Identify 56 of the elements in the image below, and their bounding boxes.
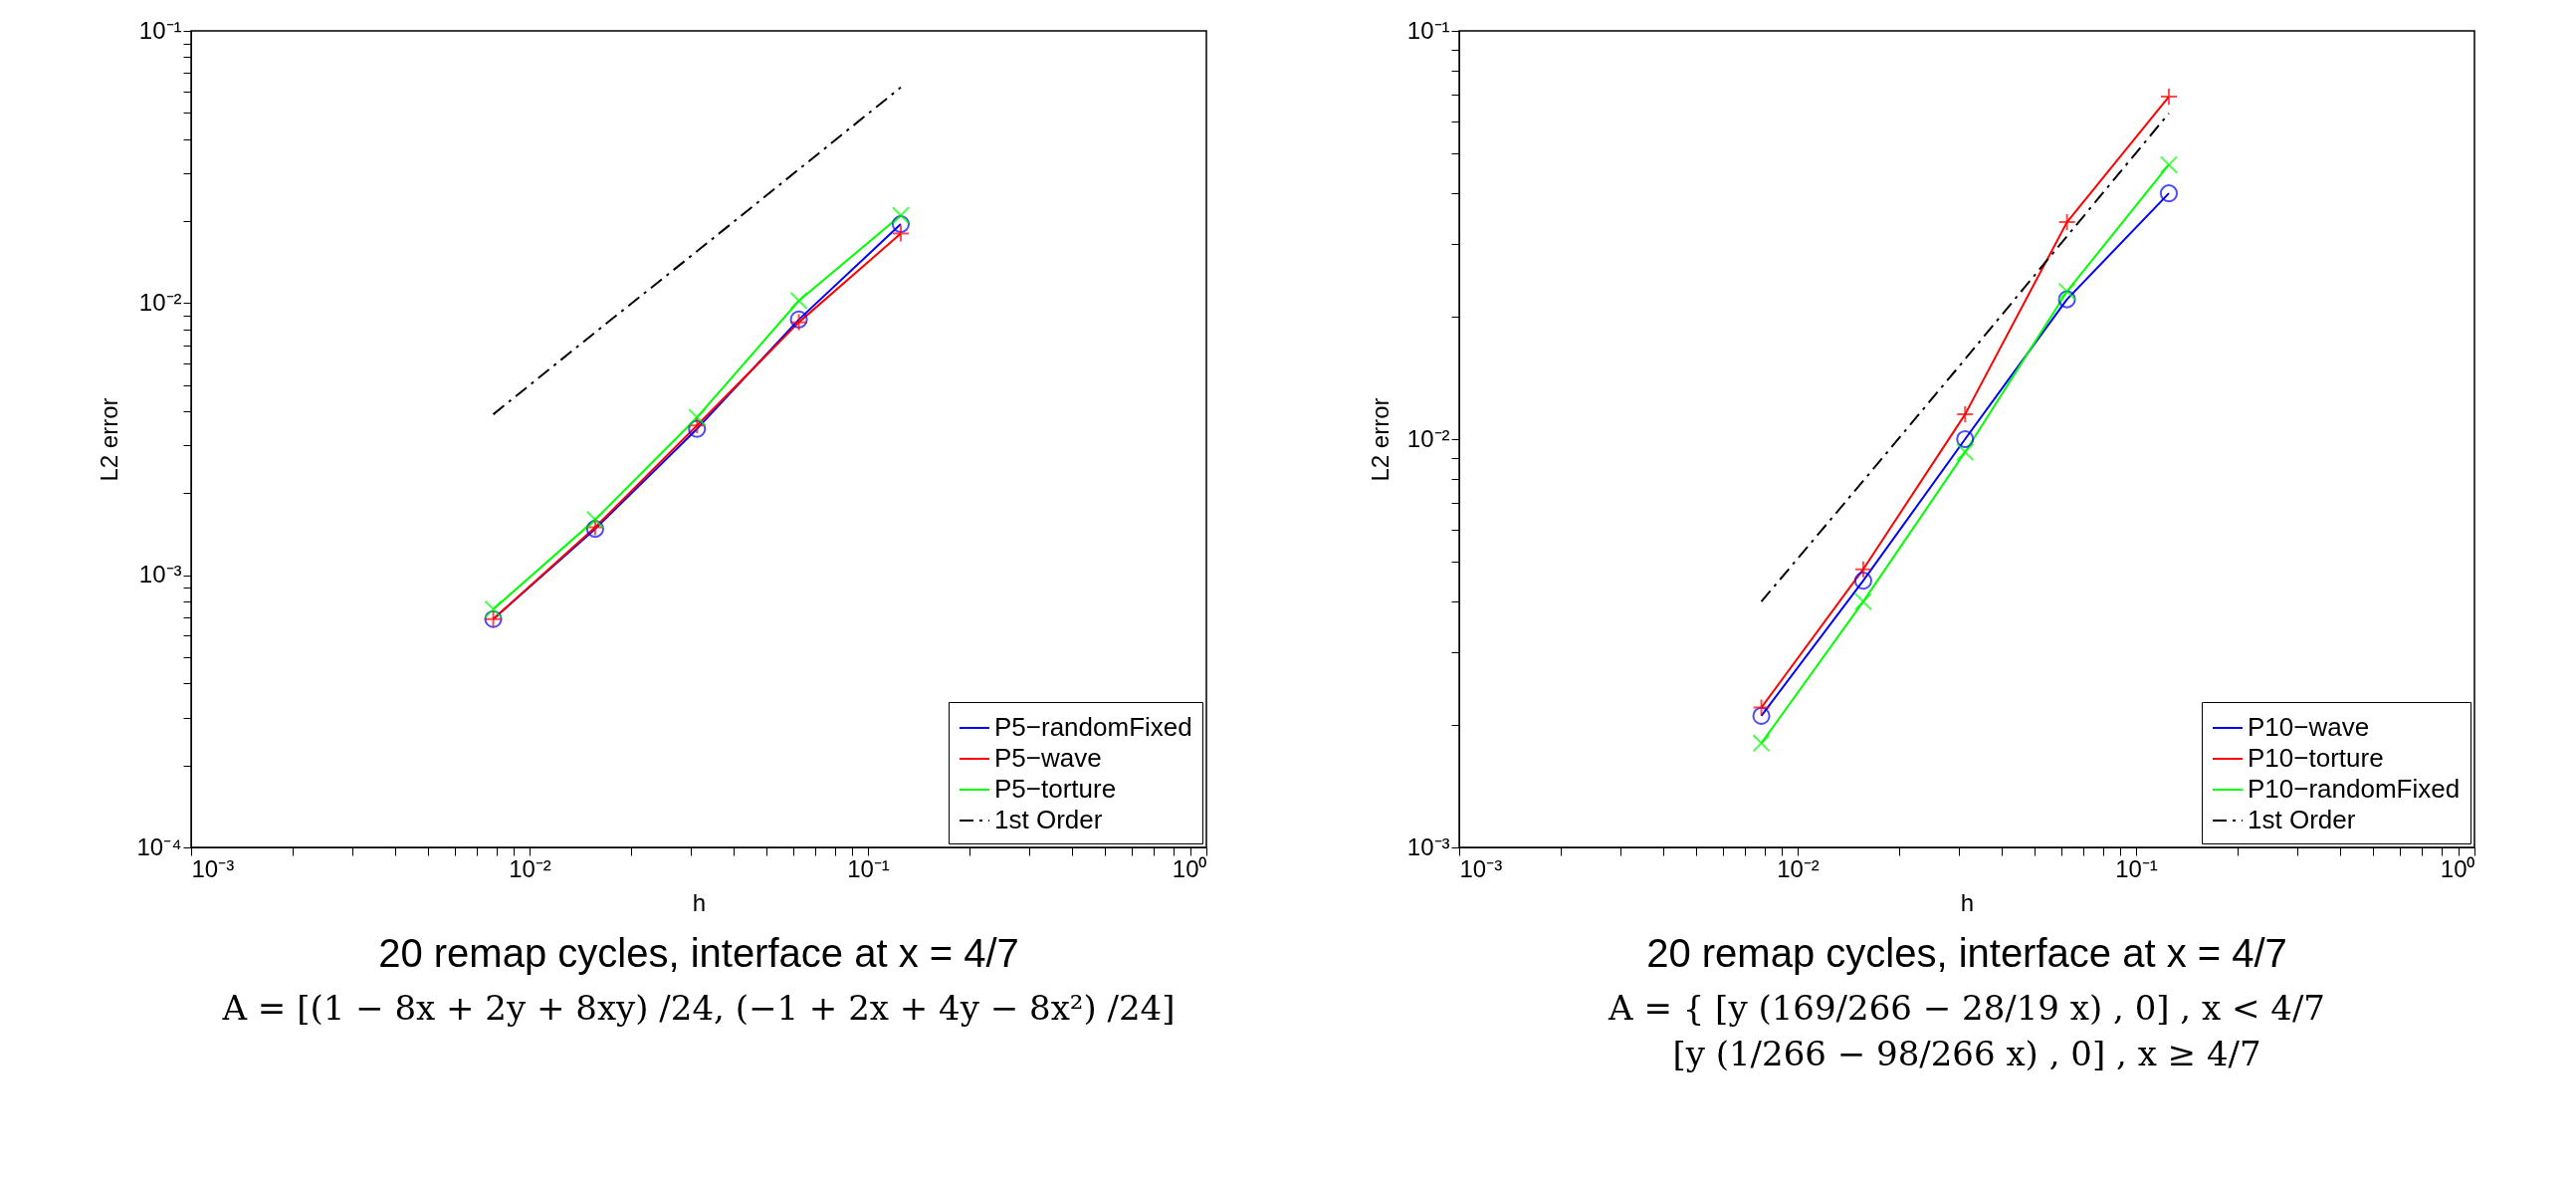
point: [891, 215, 911, 234]
point: [2057, 282, 2076, 301]
x-tick-label: 10⁰: [1172, 854, 1207, 882]
x-tick-label: 10⁻¹: [2115, 854, 2158, 882]
y-axis-title: L2 error: [1366, 397, 1394, 482]
legend-label: P10−randomFixed: [2248, 774, 2461, 804]
x-axis-title: h: [692, 888, 707, 916]
point: [2159, 184, 2179, 203]
line-series: [492, 86, 902, 416]
point: [789, 291, 808, 311]
point: [1752, 734, 1771, 753]
point: [1853, 572, 1872, 590]
legend-label: 1st Order: [2248, 805, 2356, 834]
legend-label: P10−wave: [2248, 712, 2370, 742]
point: [484, 599, 503, 618]
legend-label: P5−wave: [994, 743, 1102, 773]
y-axis-title: L2 error: [96, 397, 123, 482]
point: [2159, 155, 2179, 174]
text: A = { [y (169/266 − 28/19 x) , 0] , x < 4/7: [1608, 988, 2325, 1028]
x-tick-label: 10⁻²: [509, 854, 551, 882]
point: [891, 206, 911, 225]
x-tick-label: 10⁻¹: [847, 854, 890, 882]
x-tick-label: 10⁻³: [1459, 854, 1503, 882]
text: [y (1/266 − 98/266 x) , 0] , x ≥ 4/7: [1672, 1034, 2261, 1073]
legend-label: 1st Order: [994, 805, 1103, 834]
point: [2057, 290, 2076, 309]
point: [585, 510, 604, 529]
legend-label: P10−torture: [2248, 743, 2384, 773]
point: [1956, 442, 1975, 461]
point: [1752, 698, 1771, 717]
x-axis-title: h: [1960, 888, 1975, 916]
y-tick-label: 10⁻⁴: [136, 832, 182, 860]
legend-label: P5−torture: [994, 774, 1117, 804]
x-tick-label: 10⁻²: [1777, 854, 1820, 882]
y-tick-label: 10⁻¹: [138, 16, 182, 44]
y-tick-label: 10⁻¹: [1406, 16, 1450, 44]
line-series: [1760, 112, 2170, 603]
x-tick-label: 10⁻³: [191, 854, 235, 882]
text: A = [(1 − 8x + 2y + 8xy) /24, (−1 + 2x + 4y − 8x²) /24]: [221, 988, 1176, 1028]
point: [1853, 560, 1872, 579]
point: [1956, 429, 1975, 449]
point: [2057, 213, 2076, 232]
y-tick-label: 10⁻³: [1406, 832, 1450, 860]
y-tick-label: 10⁻²: [138, 288, 182, 316]
text: 20 remap cycles, interface at x = 4/7: [1646, 931, 2287, 975]
point: [688, 408, 707, 427]
point: [891, 224, 911, 243]
text: 20 remap cycles, interface at x = 4/7: [378, 931, 1019, 975]
x-tick-label: 10⁰: [2440, 854, 2475, 882]
point: [2159, 88, 2179, 107]
point: [1752, 706, 1771, 725]
y-tick-label: 10⁻²: [1406, 424, 1450, 452]
point: [1853, 592, 1872, 611]
legend-label: P5−randomFixed: [994, 712, 1192, 742]
point: [1956, 405, 1975, 424]
y-tick-label: 10⁻³: [138, 561, 182, 589]
